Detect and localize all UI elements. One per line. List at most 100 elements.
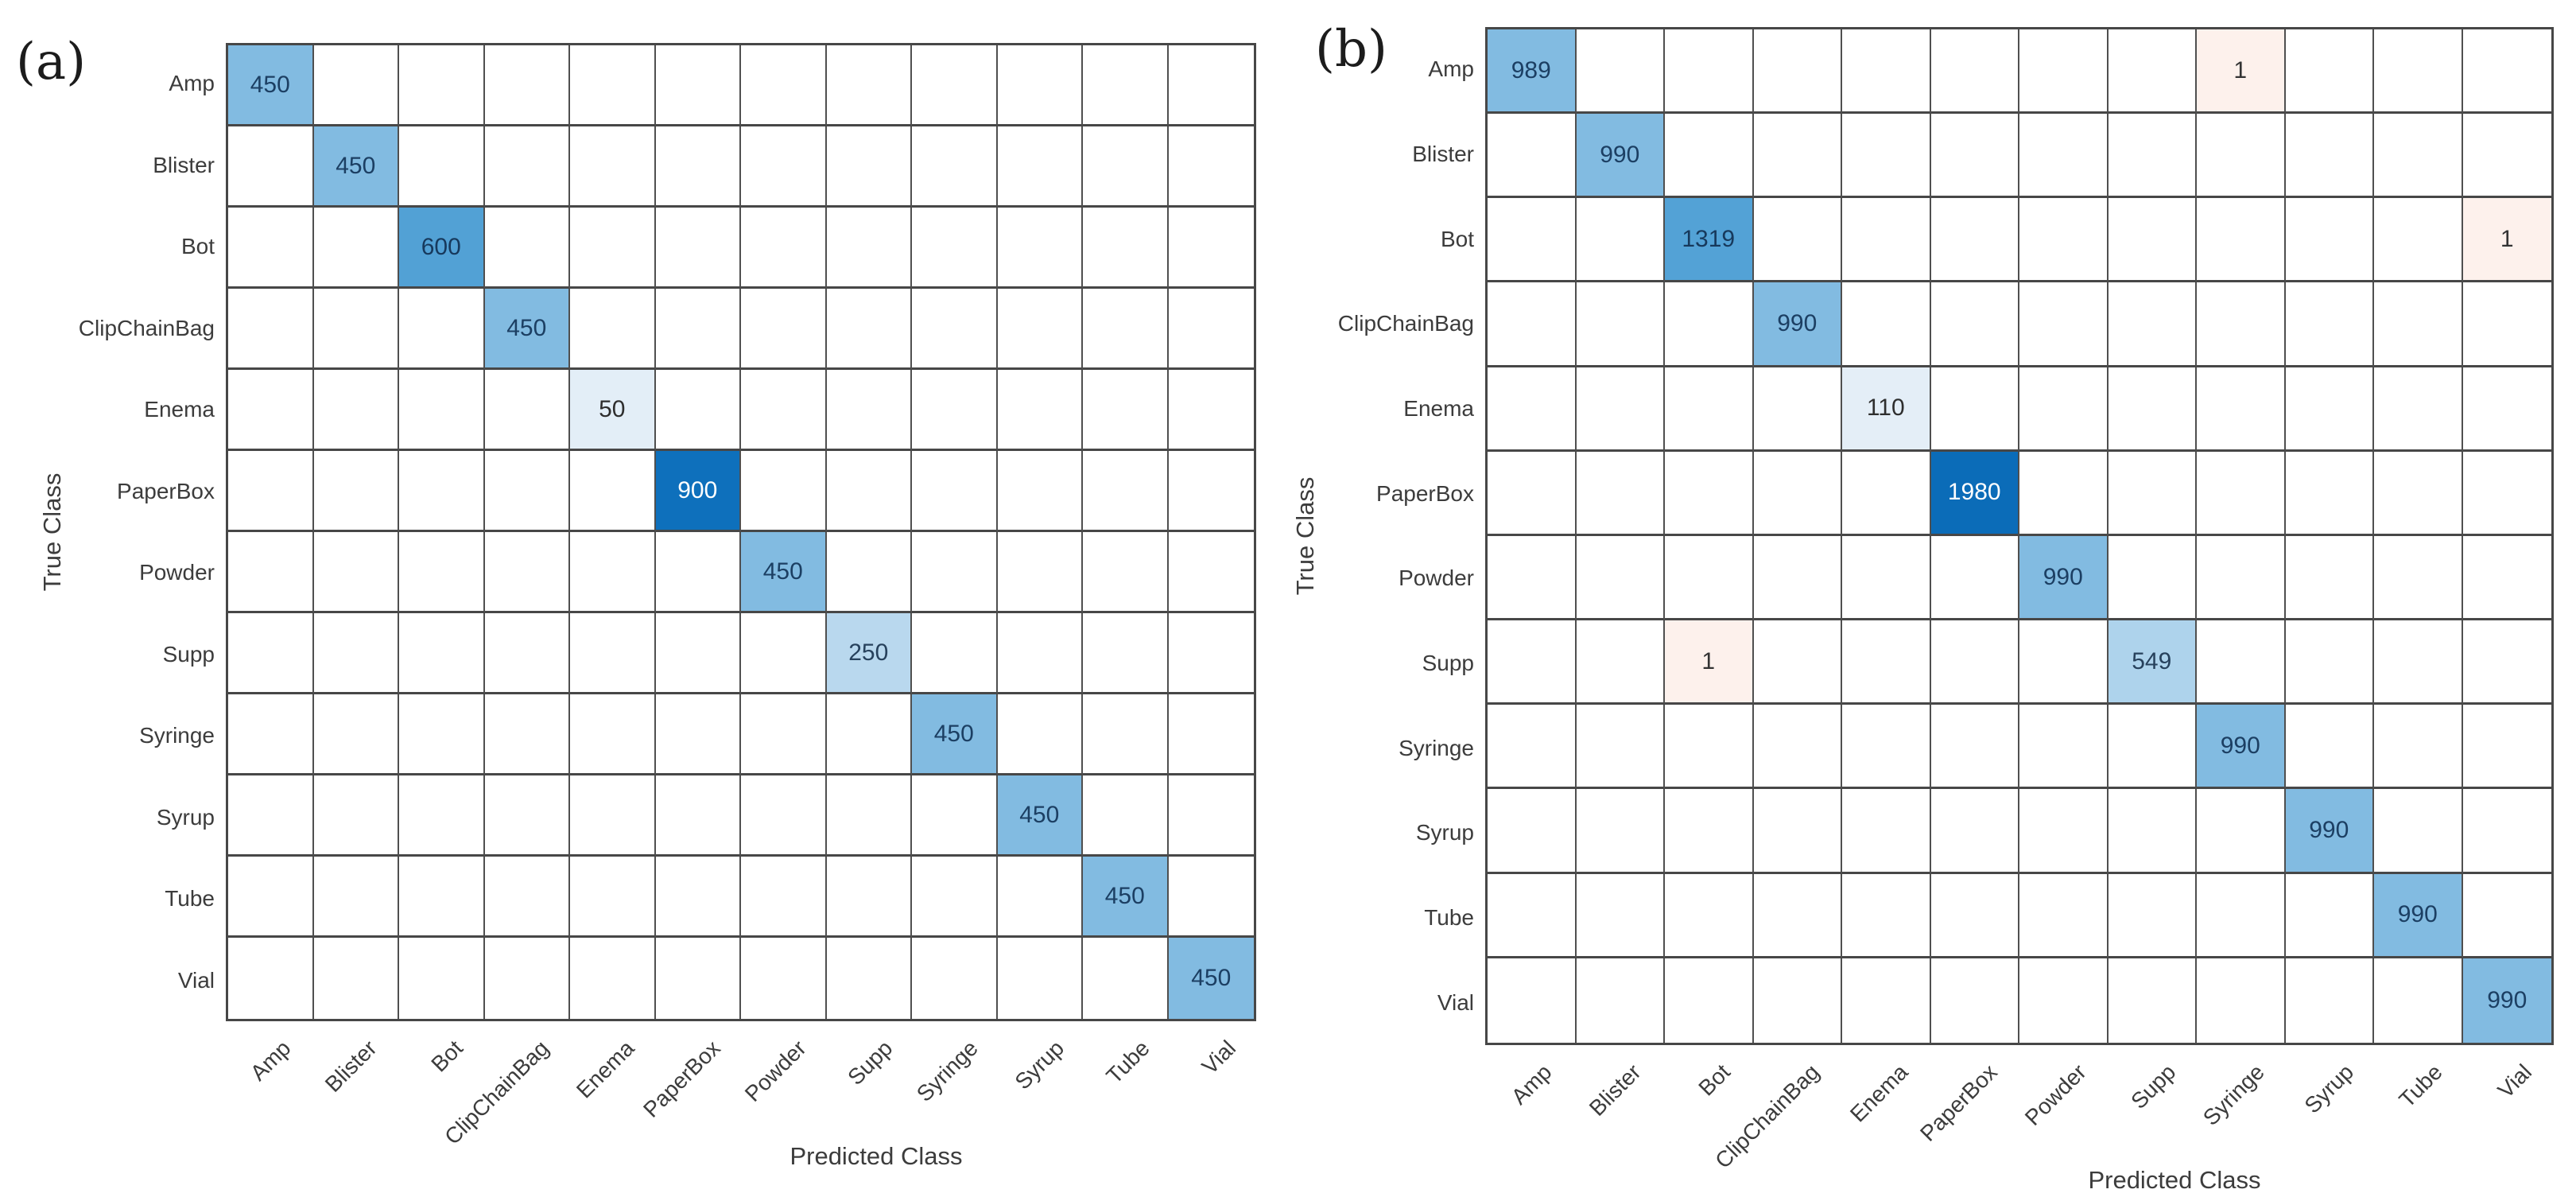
cm-cell	[570, 613, 656, 694]
cm-cell	[1842, 620, 1931, 705]
cm-cell	[1083, 451, 1169, 532]
cm-cell	[2374, 451, 2463, 536]
cm-cell	[228, 208, 314, 289]
cm-cell	[2108, 367, 2197, 452]
cm-cell	[1576, 620, 1665, 705]
cm-cell: 990	[2462, 958, 2551, 1043]
cm-cell	[2286, 958, 2374, 1043]
cm-cell	[826, 126, 912, 208]
x-tick-label: Syringe	[2198, 1059, 2269, 1131]
cm-cell: 900	[655, 451, 741, 532]
x-tick-label: Amp	[246, 1036, 296, 1086]
cm-cell	[2285, 114, 2374, 199]
cm-cell	[1665, 873, 1754, 958]
cm-cell	[2197, 535, 2286, 621]
cm-cell	[741, 370, 827, 451]
y-tick-labels: Amp Blister Bot ClipChainBag Enema PaperBox Po…	[1288, 27, 1474, 1045]
cm-cell	[1665, 958, 1754, 1043]
cm-cell	[2197, 620, 2286, 705]
cm-cell	[2019, 198, 2109, 283]
cm-cell	[655, 289, 741, 370]
cm-cell	[655, 370, 741, 451]
cm-cell: 989	[1488, 29, 1577, 115]
cm-cell	[228, 289, 314, 370]
cm-cell	[741, 451, 827, 532]
cm-cell	[484, 370, 570, 451]
cm-cell	[2197, 282, 2286, 367]
cm-cell	[1665, 367, 1754, 452]
cm-cell	[485, 938, 570, 1019]
y-tick-label: Powder	[139, 560, 215, 585]
cm-cell	[1168, 857, 1254, 938]
cm-cell	[1842, 282, 1931, 367]
cm-cell	[570, 857, 656, 938]
cm-cell	[399, 126, 485, 208]
cm-cell	[2285, 451, 2374, 536]
cm-cell: 450	[741, 532, 827, 613]
cm-cell	[2285, 705, 2374, 790]
cm-cell	[2197, 451, 2286, 536]
cm-cell	[826, 694, 912, 775]
cm-cell	[2462, 29, 2551, 115]
x-tick-label: Vial	[1197, 1036, 1240, 1079]
y-tick-label: PaperBox	[1376, 480, 1474, 506]
cm-cell	[2108, 29, 2197, 115]
cm-cell	[1753, 535, 1842, 621]
cm-cell	[2108, 451, 2197, 536]
y-tick-label: Powder	[1399, 566, 1474, 591]
cm-cell	[228, 857, 314, 938]
cm-cell	[998, 938, 1083, 1019]
cm-cell	[2285, 620, 2374, 705]
cm-cell	[997, 370, 1083, 451]
cm-cell	[1930, 705, 2019, 790]
cm-cell	[2197, 367, 2286, 452]
cm-cell	[1488, 705, 1577, 790]
cm-cell	[484, 532, 570, 613]
cm-cell	[2108, 873, 2197, 958]
cm-cell	[912, 126, 998, 208]
cm-cell	[997, 613, 1083, 694]
cm-cell	[2285, 282, 2374, 367]
cm-cell	[399, 613, 485, 694]
cm-cell	[484, 45, 570, 126]
cm-cell	[1576, 29, 1665, 115]
cm-cell	[1083, 289, 1169, 370]
cm-cell	[1665, 535, 1754, 621]
cm-cell	[2019, 789, 2109, 874]
cm-cell	[2462, 874, 2551, 958]
cm-cell	[2462, 620, 2551, 705]
cm-cell	[1753, 114, 1842, 199]
cm-cell	[1168, 208, 1254, 289]
cm-cell	[655, 857, 741, 938]
cm-cell: 450	[912, 694, 998, 775]
cm-cell	[1488, 367, 1577, 452]
y-tick-label: Syringe	[139, 723, 215, 748]
x-tick-label: Syrup	[2299, 1059, 2358, 1118]
cm-cell: 990	[1576, 114, 1665, 199]
cm-cell	[1576, 282, 1665, 367]
cm-cell: 450	[1168, 938, 1254, 1019]
cm-cell: 450	[313, 126, 399, 208]
cm-cell	[399, 370, 485, 451]
cm-cell	[2019, 367, 2109, 452]
cm-cell	[826, 451, 912, 532]
cm-cell	[1930, 282, 2019, 367]
cm-cell	[1842, 29, 1931, 115]
cm-cell: 450	[228, 45, 314, 126]
cm-cell	[484, 208, 570, 289]
cm-cell: 990	[2374, 873, 2463, 958]
cm-cell	[1083, 370, 1169, 451]
y-tick-label: Vial	[177, 967, 215, 993]
cm-cell: 450	[484, 289, 570, 370]
cm-cell	[1753, 705, 1842, 790]
cm-cell	[1665, 282, 1754, 367]
x-tick-label: Amp	[1507, 1059, 1557, 1110]
cm-cell	[912, 370, 998, 451]
cm-cell	[399, 451, 485, 532]
cm-cell	[1168, 613, 1254, 694]
cm-cell	[2374, 282, 2463, 367]
cm-cell	[228, 694, 314, 775]
cm-cell	[1083, 775, 1169, 857]
panel-b: (b) True Class Amp Blister Bot ClipChainBag…	[1288, 0, 2576, 1201]
cm-cell	[1083, 532, 1169, 613]
